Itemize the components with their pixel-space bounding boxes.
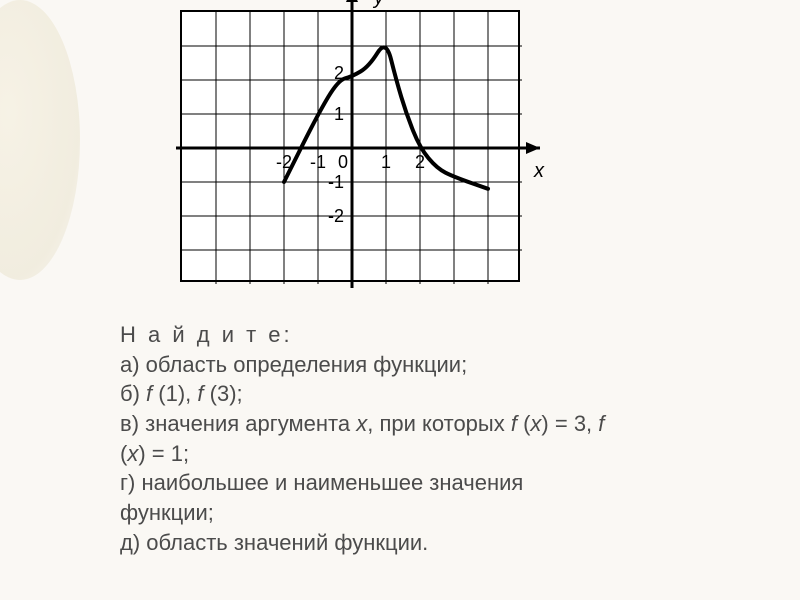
svg-text:-1: -1: [328, 172, 344, 192]
svg-text:1: 1: [381, 152, 391, 172]
item-e: д) область значений функции.: [120, 528, 760, 558]
svg-text:-2: -2: [328, 206, 344, 226]
svg-text:-1: -1: [310, 152, 326, 172]
chart-container: -2-101221-1-2y x: [180, 10, 520, 282]
problem-text: Н а й д и т е: а) область определения фу…: [120, 320, 760, 558]
svg-text:0: 0: [338, 152, 348, 172]
item-a: а) область определения функции;: [120, 350, 760, 380]
c-x1: х: [530, 411, 541, 436]
b-arg2: (3);: [204, 381, 243, 406]
b-prefix: б): [120, 381, 146, 406]
c-prefix: в) значения аргумента: [120, 411, 356, 436]
c-mid: , при которых: [367, 411, 511, 436]
item-d-line1: г) наибольшее и наименьшее значения: [120, 468, 760, 498]
item-c-line1: в) значения аргумента х, при которых f (…: [120, 409, 760, 439]
graph-svg: -2-101221-1-2y: [162, 0, 562, 294]
item-b: б) f (1), f (3);: [120, 379, 760, 409]
heading-word: Н а й д и т е: [120, 322, 284, 347]
b-arg1: (1),: [152, 381, 197, 406]
svg-text:y: y: [372, 0, 385, 9]
c-paren1: (: [517, 411, 530, 436]
c-eq1: ) = 3,: [541, 411, 598, 436]
svg-text:1: 1: [334, 104, 344, 124]
item-d-line2: функции;: [120, 498, 760, 528]
c-f2: f: [598, 411, 604, 436]
heading-colon: :: [284, 322, 290, 347]
heading: Н а й д и т е:: [120, 320, 760, 350]
function-graph: -2-101221-1-2y: [180, 10, 520, 282]
c-x: х: [356, 411, 367, 436]
item-c-line2: (х) = 1;: [120, 439, 760, 469]
slide-decoration: [0, 0, 80, 280]
c-x2: х: [127, 441, 138, 466]
c-eq2: ) = 1;: [138, 441, 189, 466]
svg-text:2: 2: [415, 152, 425, 172]
x-axis-label: x: [534, 160, 544, 183]
